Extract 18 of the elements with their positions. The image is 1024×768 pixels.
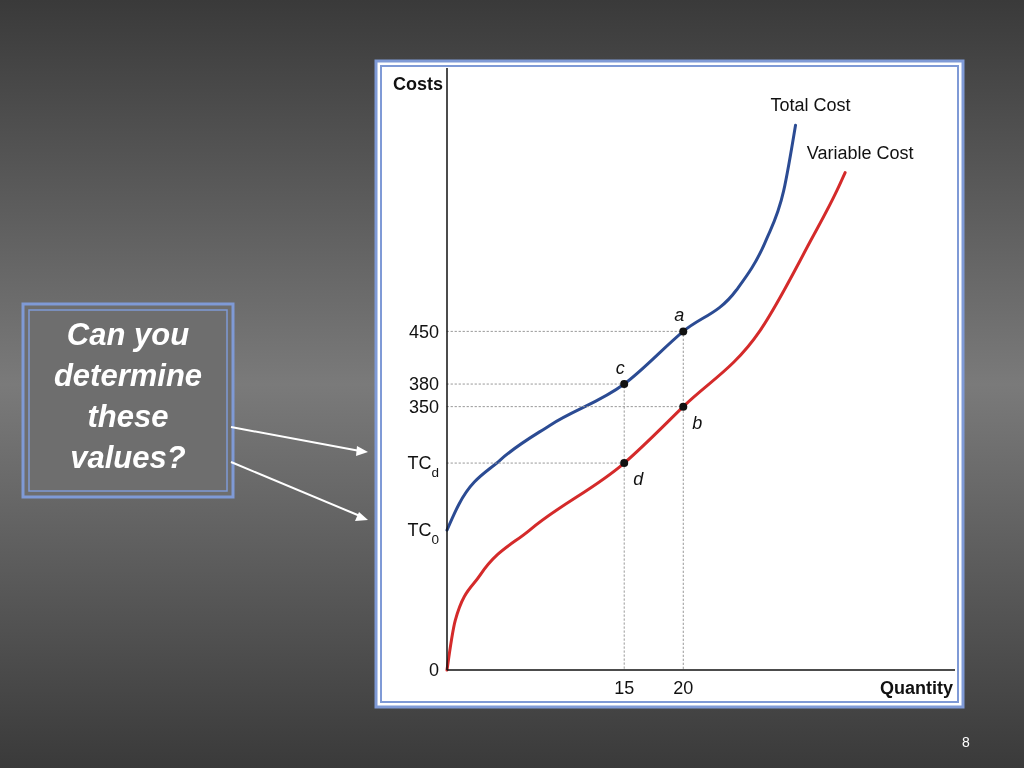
- data-label: d: [633, 469, 645, 490]
- series-label: Variable Cost: [806, 142, 914, 163]
- y-axis-title: Costs: [392, 74, 443, 94]
- x-axis-title: Quantity: [879, 678, 953, 698]
- y-tick-label: 380: [408, 374, 439, 395]
- data-label: b: [692, 412, 703, 433]
- x-tick-label: 20: [673, 678, 694, 698]
- annotation: TC$_{d}$: [407, 453, 439, 480]
- text: Can you determine these values?: [53, 317, 203, 475]
- y-tick-label: 450: [408, 321, 439, 342]
- data-label: c: [615, 358, 625, 379]
- annotation: TC$_{0}$: [407, 520, 439, 547]
- y-tick-label: 350: [408, 396, 439, 417]
- series-label: Total Cost: [770, 95, 851, 116]
- text: 8: [962, 734, 971, 750]
- data-label: a: [674, 305, 685, 326]
- x-tick-label: 15: [614, 678, 635, 698]
- y-tick-label: 0: [428, 660, 439, 681]
